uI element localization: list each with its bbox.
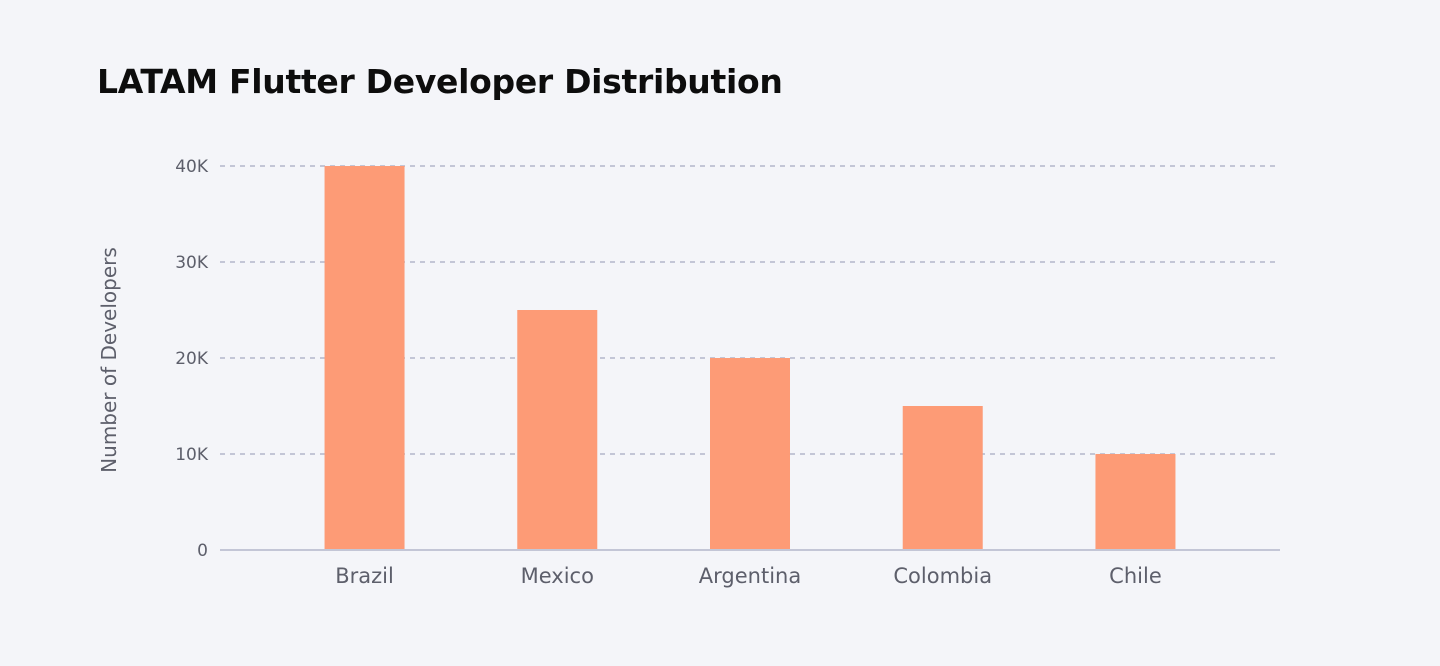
y-tick-label: 0 (197, 541, 208, 561)
chart-title: LATAM Flutter Developer Distribution (97, 62, 783, 101)
x-category-label: Argentina (699, 564, 801, 588)
y-tick-label: 30K (175, 253, 209, 273)
bar (902, 406, 983, 550)
x-category-label: Chile (1109, 564, 1162, 588)
y-tick-label: 20K (175, 349, 209, 369)
x-category-label: Brazil (335, 564, 394, 588)
y-axis-label: Number of Developers (97, 247, 121, 473)
bar (324, 166, 405, 550)
x-category-label: Mexico (521, 564, 594, 588)
bar (710, 358, 790, 550)
bar (1095, 454, 1176, 550)
bar (517, 310, 598, 550)
y-tick-label: 10K (175, 445, 209, 465)
x-category-label: Colombia (893, 564, 992, 588)
y-tick-label: 40K (175, 157, 209, 177)
